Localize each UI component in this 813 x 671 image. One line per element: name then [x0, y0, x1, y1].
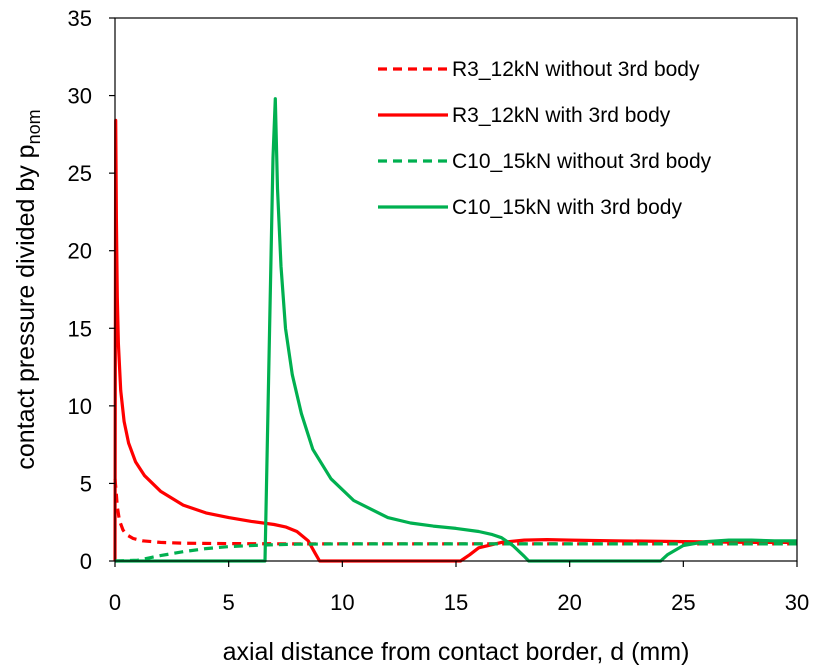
y-tick-label: 25	[68, 161, 92, 186]
y-tick-label: 0	[80, 549, 92, 574]
x-tick-label: 5	[223, 590, 235, 615]
series-line-3	[114, 542, 797, 563]
series-layer	[113, 97, 797, 563]
y-tick-label: 5	[80, 471, 92, 496]
legend-label-4: C10_15kN with 3rd body	[452, 196, 682, 219]
x-tick-label: 20	[557, 590, 581, 615]
y-axis-title: contact pressure divided by pnom	[12, 109, 44, 469]
series-line-1	[113, 478, 797, 546]
y-axis-title-main: contact pressure divided by p	[12, 144, 40, 469]
y-tick-label: 10	[68, 394, 92, 419]
x-tick-label: 15	[444, 590, 468, 615]
plot-frame	[114, 17, 798, 562]
legend-label-1: R3_12kN without 3rd body	[452, 58, 700, 81]
series-line-2	[113, 118, 797, 563]
legend-label-3: C10_15kN without 3rd body	[452, 150, 712, 173]
x-tick-label: 0	[109, 590, 121, 615]
y-tick-label: 30	[68, 84, 92, 109]
y-tick-label: 35	[68, 6, 92, 31]
axes-layer	[114, 17, 798, 562]
y-tick-label: 15	[68, 316, 92, 341]
legend-label-2: R3_12kN with 3rd body	[452, 104, 671, 127]
ticks-layer: 0 5 10 15 20 25 30 0 5 10 15 20 25 30 35	[68, 6, 810, 615]
x-tick-label: 25	[671, 590, 695, 615]
x-tick-label: 30	[785, 590, 809, 615]
x-axis-title: axial distance from contact border, d (m…	[223, 638, 690, 666]
legend: R3_12kN without 3rd body R3_12kN with 3rd…	[378, 58, 712, 219]
y-tick-label: 20	[68, 239, 92, 264]
x-tick-label: 10	[330, 590, 354, 615]
series-line-4	[115, 97, 797, 563]
y-axis-title-subscript: nom	[24, 109, 44, 144]
